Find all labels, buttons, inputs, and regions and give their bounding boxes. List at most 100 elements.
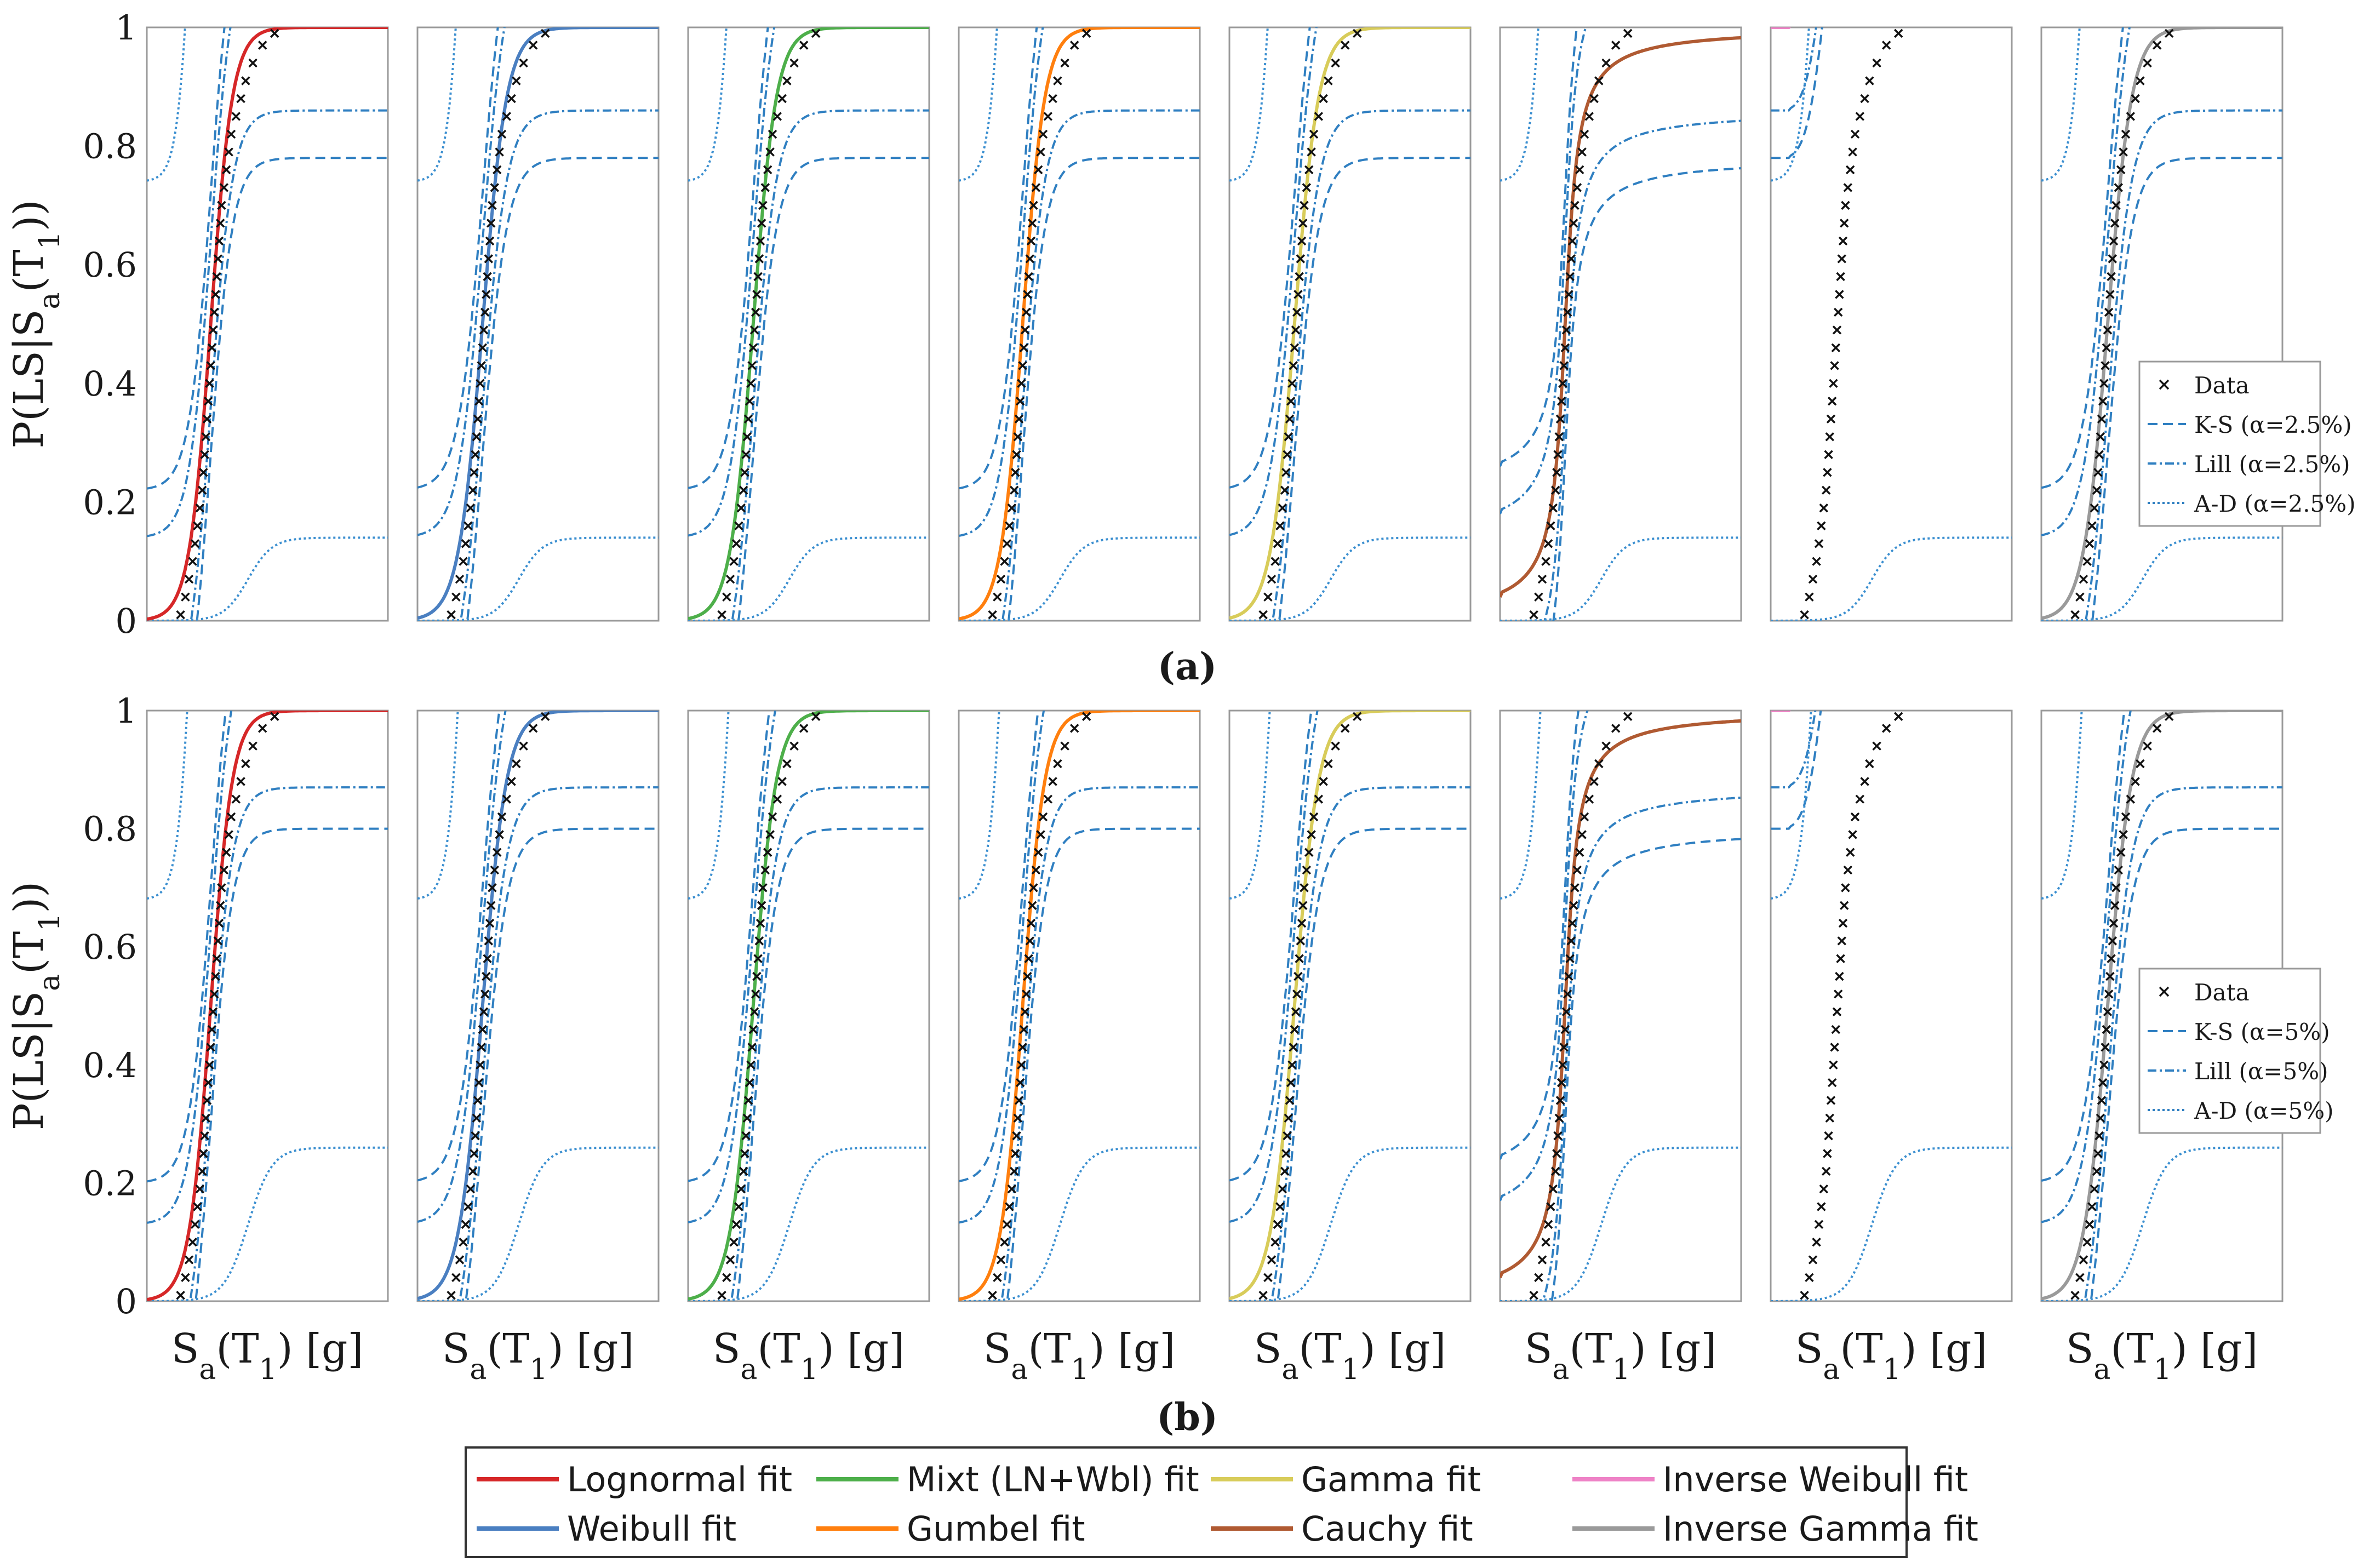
data-point	[2152, 724, 2162, 733]
ad-lower-bound	[2041, 1146, 2282, 1301]
data-point	[1271, 557, 1280, 566]
data-point	[1292, 307, 1302, 317]
panel-b-5: Sa(T1) [g]	[1228, 709, 1472, 1386]
fit-curve	[417, 711, 659, 1301]
data-point	[2108, 254, 2118, 264]
data-point	[1838, 918, 1848, 928]
fit-curve	[688, 27, 929, 621]
data-point	[749, 1007, 759, 1017]
data-point	[993, 592, 1002, 602]
data-point	[1017, 379, 1026, 388]
data-point	[1018, 361, 1027, 370]
lill-lower-bound	[1000, 786, 1200, 1301]
data-point	[1026, 236, 1036, 246]
data-point	[1258, 1290, 1268, 1300]
data-point	[1569, 901, 1578, 910]
data-point	[1319, 777, 1328, 786]
bottom-legend-label: Lognormal fit	[567, 1460, 792, 1500]
data-point	[473, 414, 483, 424]
fit-curve	[417, 27, 659, 620]
panel-b-1: Sa(T1) [g]	[146, 709, 389, 1386]
data-point	[1302, 865, 1312, 875]
data-point	[512, 759, 521, 769]
data-point	[490, 865, 500, 875]
data-point	[1020, 1007, 1030, 1017]
y-axis-label: P(LS|Sa(T1))	[5, 199, 66, 448]
data-point	[486, 901, 496, 910]
data-point	[2136, 759, 2145, 769]
data-point	[2101, 1043, 2110, 1052]
data-point	[1005, 521, 1014, 530]
data-point	[1053, 759, 1062, 769]
data-point	[753, 272, 763, 282]
data-point	[1036, 147, 1045, 157]
data-point	[466, 1184, 476, 1194]
data-point	[1541, 557, 1550, 566]
data-point	[1623, 28, 1633, 38]
data-point	[739, 1166, 748, 1176]
data-point	[214, 918, 224, 928]
data-point	[753, 954, 763, 963]
data-point	[1845, 848, 1855, 857]
data-point	[1287, 1060, 1297, 1070]
panel-b-6: Sa(T1) [g]	[1499, 709, 1742, 1386]
data-point	[1027, 219, 1037, 228]
data-point	[1294, 290, 1303, 299]
data-point	[758, 883, 768, 892]
data-point	[1812, 1237, 1821, 1247]
data-point	[1835, 290, 1844, 299]
data-point	[2070, 1290, 2080, 1300]
data-point	[725, 574, 735, 584]
panel-plot-area	[417, 27, 659, 621]
data-point	[2098, 397, 2108, 406]
ad-lower-bound	[1229, 1146, 1470, 1301]
data-point	[1830, 361, 1839, 370]
panel-frame	[687, 26, 930, 622]
data-point	[757, 901, 766, 910]
data-point	[1043, 112, 1053, 121]
x-axis-label: Sa(T1) [g]	[171, 1325, 364, 1386]
y-axis-label: P(LS|Sa(T1))	[5, 882, 66, 1130]
bottom-legend: Lognormal fit Mixt (LN+Wbl) fit Gamma fit I…	[465, 1446, 1978, 1558]
data-point	[1534, 592, 1543, 602]
data-point	[206, 1043, 215, 1052]
data-point	[474, 397, 484, 406]
data-point	[2099, 1060, 2109, 1070]
data-point	[1872, 58, 1881, 68]
data-point	[2103, 1007, 2113, 1017]
data-point	[729, 1237, 739, 1247]
data-point	[195, 1184, 205, 1194]
data-point	[248, 58, 257, 68]
data-point	[1860, 777, 1869, 786]
data-point	[495, 147, 504, 157]
data-point	[477, 361, 486, 370]
data-point	[777, 94, 787, 104]
data-point	[447, 1290, 456, 1300]
legend-entry: A-D (α=2.5%)	[2194, 490, 2356, 517]
data-point	[1546, 521, 1555, 530]
lill-lower-bound	[2084, 786, 2282, 1301]
data-point	[1014, 1096, 1024, 1105]
data-point	[1000, 1237, 1009, 1247]
data-point	[1550, 1166, 1560, 1176]
data-point	[1563, 989, 1572, 999]
data-point	[1824, 1131, 1833, 1141]
bottom-legend-label: Cauchy fit	[1301, 1509, 1473, 1549]
data-point	[2093, 1149, 2103, 1158]
data-point	[1550, 485, 1560, 495]
data-point	[799, 724, 809, 733]
data-point	[1831, 343, 1841, 353]
data-point	[1839, 219, 1849, 228]
data-point	[206, 361, 215, 370]
data-point	[476, 1060, 485, 1070]
data-point	[231, 794, 241, 804]
data-point	[2116, 165, 2126, 175]
data-point	[1577, 830, 1587, 839]
data-point	[540, 712, 550, 722]
data-point	[1069, 41, 1079, 50]
data-point	[1569, 219, 1578, 228]
data-point	[528, 41, 538, 50]
ad-lower-bound	[2041, 536, 2282, 621]
data-point	[184, 574, 194, 584]
data-point	[1893, 712, 1903, 722]
